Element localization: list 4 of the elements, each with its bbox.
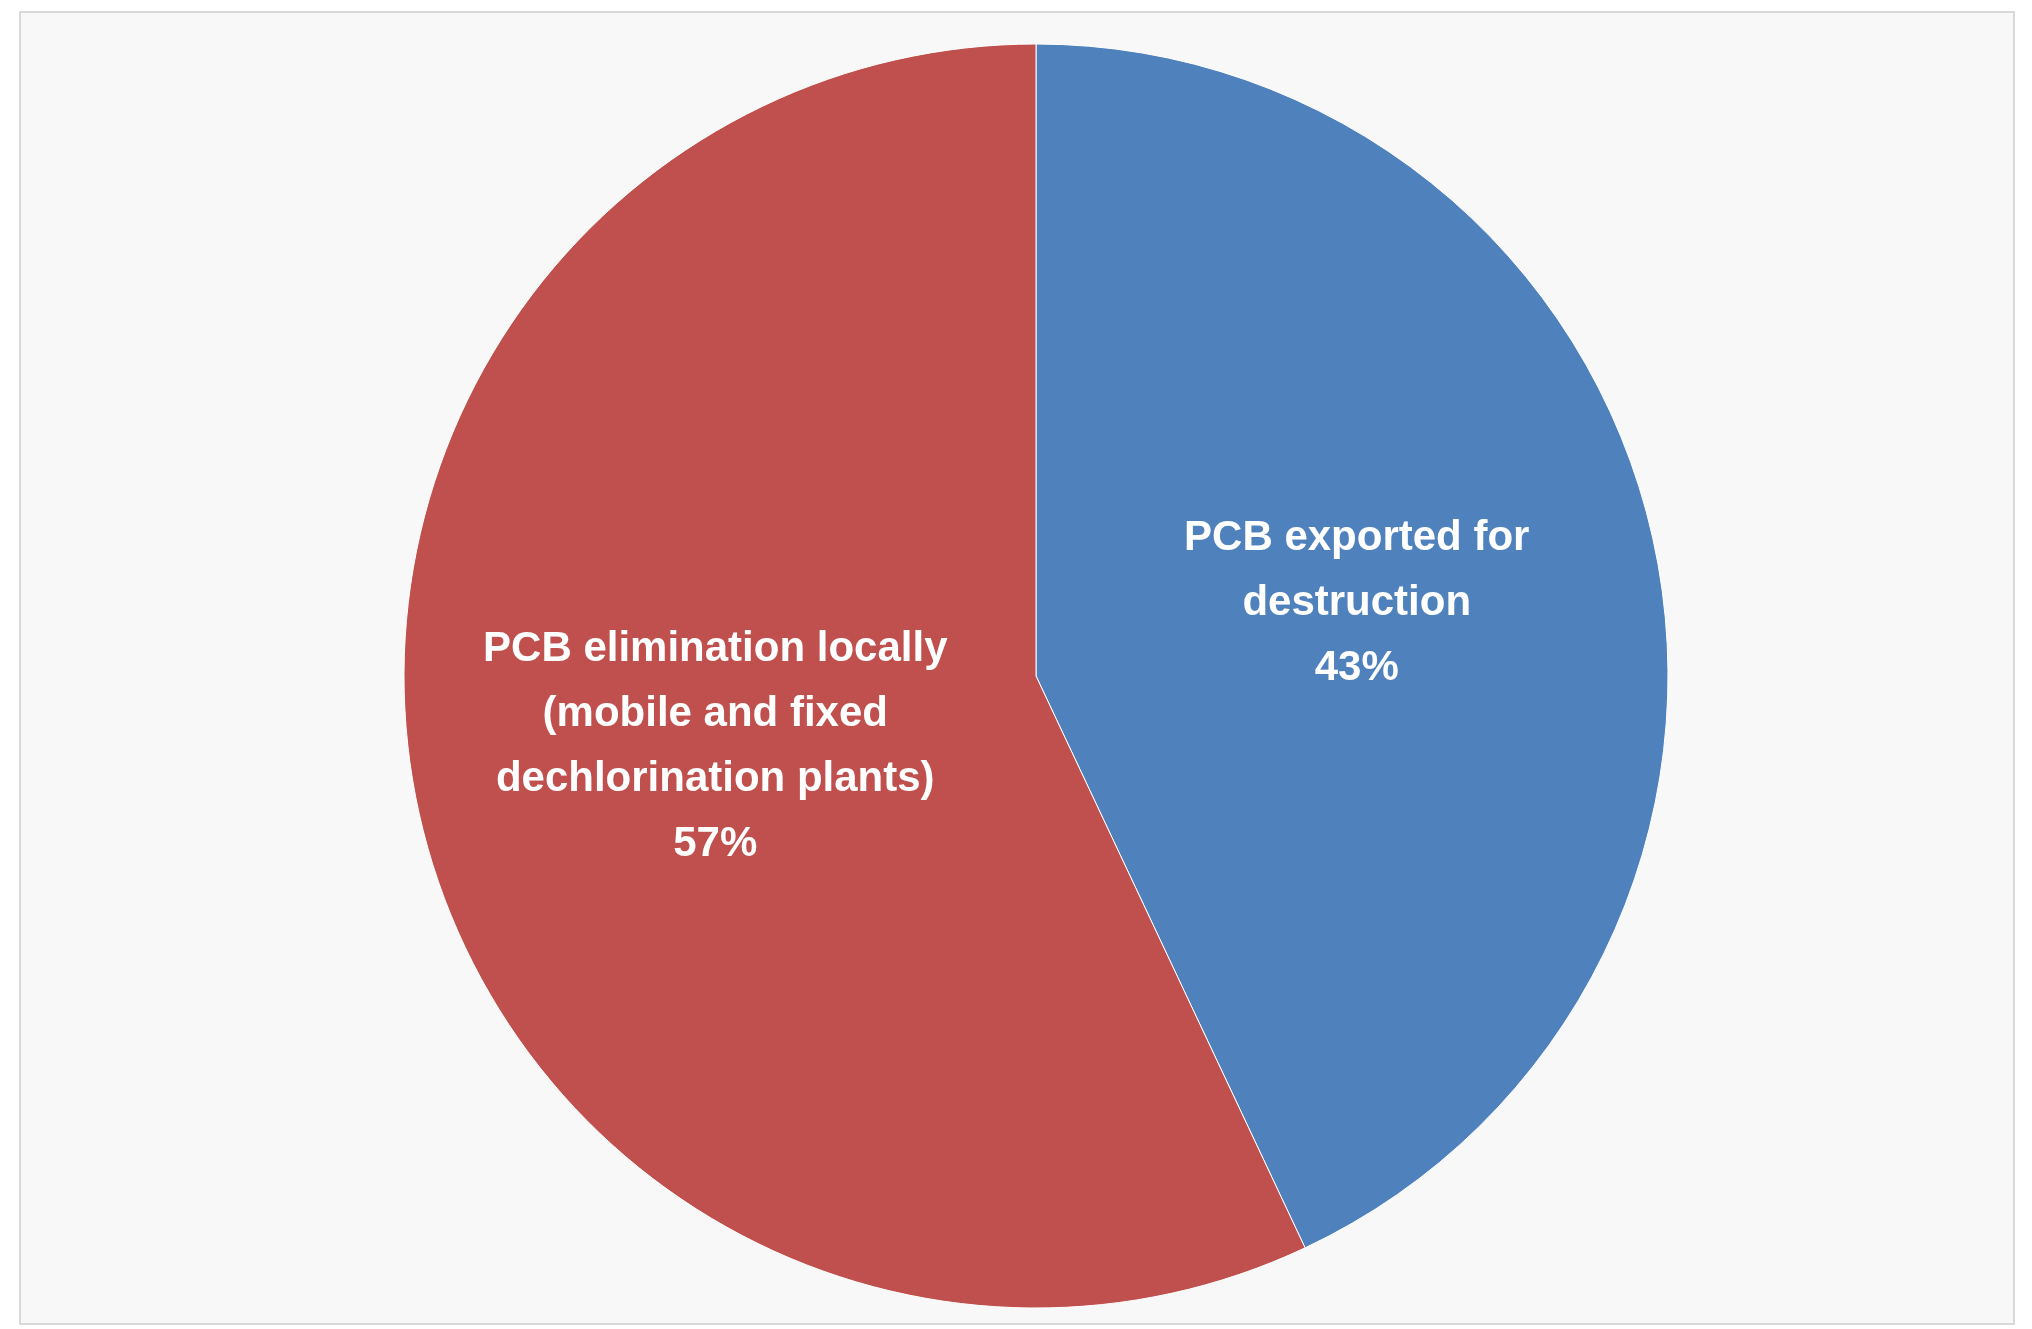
slice-label: PCB elimination locally (mobile and fixed dechlorination plants)	[483, 623, 949, 801]
data-label: 57%	[673, 818, 758, 866]
data-label: 43%	[1314, 642, 1399, 690]
slice-label: PCB exported for destruction	[1184, 512, 1530, 625]
